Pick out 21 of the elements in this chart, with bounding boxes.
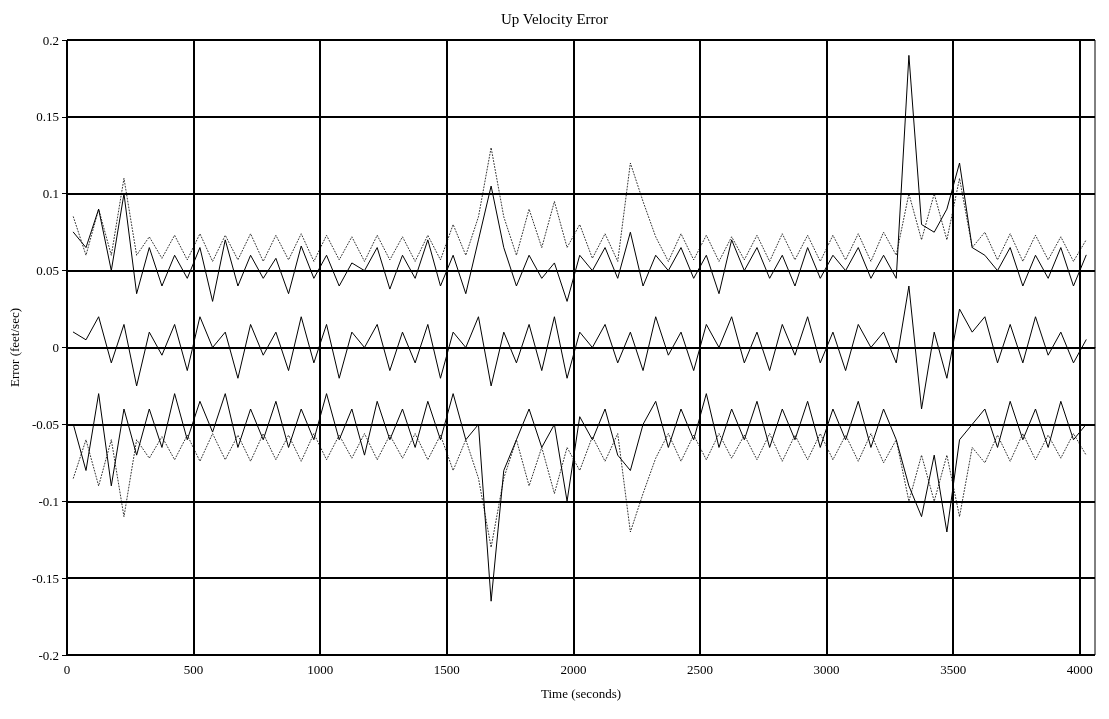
y-tick-label: -0.2 <box>38 647 59 663</box>
y-tick-label: -0.1 <box>38 493 59 509</box>
x-tick-label: 4000 <box>1066 662 1093 677</box>
y-tick-label: 0.2 <box>42 32 59 48</box>
x-tick-label: 2000 <box>560 662 587 677</box>
x-tick-label: 500 <box>183 662 204 677</box>
y-tick-label: 0.15 <box>36 109 59 125</box>
x-tick-label: 3000 <box>813 662 840 677</box>
y-tick-label: 0 <box>52 340 59 355</box>
chart-title: Up Velocity Error <box>500 10 609 27</box>
x-tick-label: 1000 <box>307 662 334 677</box>
y-tick-label: -0.05 <box>31 416 59 432</box>
x-tick-label: 2500 <box>687 662 713 677</box>
x-tick-label: 3500 <box>940 662 967 677</box>
y-axis-title: Error (feet/sec) <box>7 307 22 388</box>
x-tick-label: 0 <box>63 662 71 677</box>
x-tick-label: 1500 <box>433 662 460 677</box>
y-tick-label: -0.15 <box>31 570 59 586</box>
x-axis-title: Time (seconds) <box>540 686 622 701</box>
y-tick-label: 0.05 <box>36 263 59 279</box>
y-tick-label: 0.1 <box>42 186 59 202</box>
